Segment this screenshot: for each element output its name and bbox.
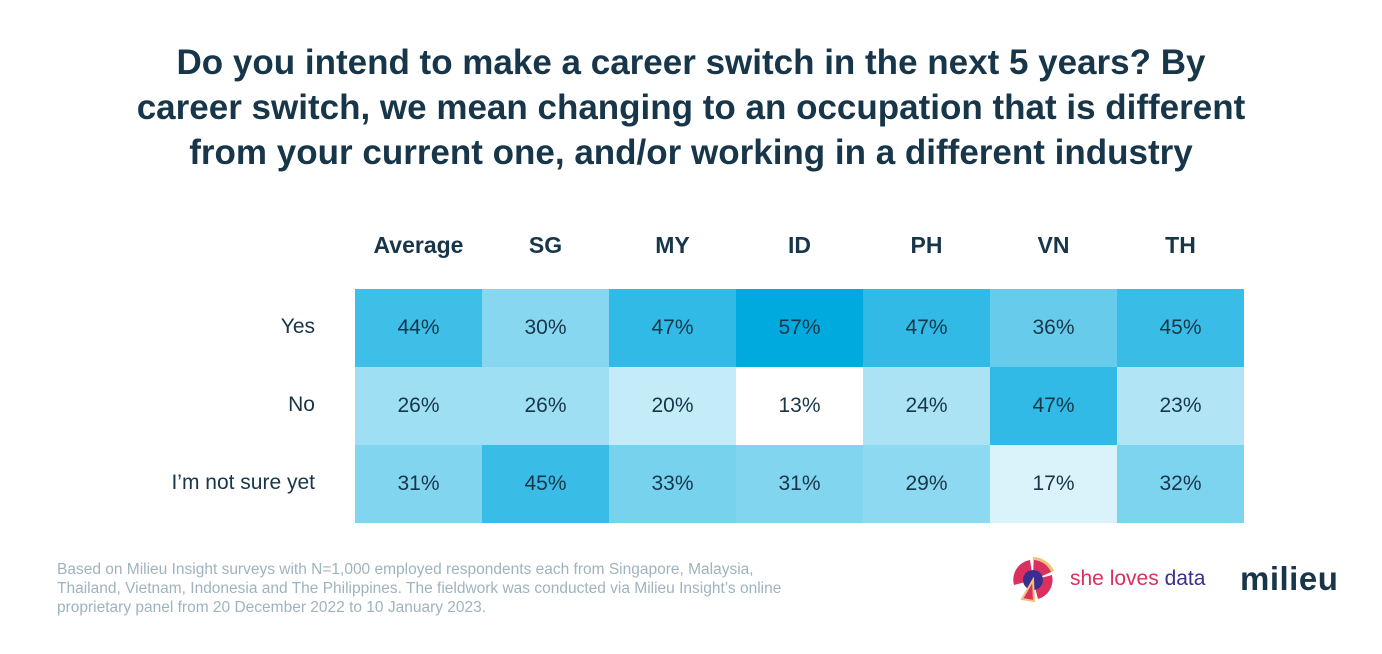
column-header-th: TH — [1165, 232, 1196, 258]
column-header-ph: PH — [910, 232, 943, 258]
heatmap-cell: 44% — [355, 289, 482, 367]
heatmap-cell: 32% — [1117, 445, 1244, 523]
heatmap-cell: 47% — [609, 289, 736, 367]
heatmap-cell: 23% — [1117, 367, 1244, 445]
she-loves-data-logo-icon — [1013, 557, 1054, 603]
column-header-my: MY — [655, 232, 690, 258]
title-line: from your current one, and/or working in… — [189, 133, 1193, 172]
column-header-vn: VN — [1037, 232, 1070, 258]
heatmap-cell: 47% — [990, 367, 1117, 445]
column-header-sg: SG — [528, 232, 563, 258]
heatmap-cell: 47% — [863, 289, 990, 367]
column-header-id: ID — [788, 232, 811, 258]
heatmap-cell: 45% — [482, 445, 609, 523]
heatmap-cell: 20% — [609, 367, 736, 445]
title-line: career switch, we mean changing to an oc… — [136, 88, 1246, 127]
title-line: Do you intend to make a career switch in… — [176, 43, 1206, 82]
footnote-line: Based on Milieu Insight surveys with N=1… — [57, 561, 754, 578]
heatmap-cell: 31% — [355, 445, 482, 523]
she-loves-data-wordmark: she loves data — [1070, 567, 1206, 590]
chart-title: Do you intend to make a career switch in… — [0, 40, 1382, 175]
footnote-line: proprietary panel from 20 December 2022 … — [57, 599, 487, 616]
row-label: I’m not sure yet — [171, 471, 315, 494]
heatmap-cell: 13% — [736, 367, 863, 445]
milieu-logo: milieu — [1240, 560, 1339, 597]
footnote-line: Thailand, Vietnam, Indonesia and The Phi… — [57, 580, 782, 597]
heatmap-cell: 36% — [990, 289, 1117, 367]
heatmap-cell: 24% — [863, 367, 990, 445]
footnote: Based on Milieu Insight surveys with N=1… — [57, 560, 957, 617]
row-label: Yes — [280, 315, 315, 338]
heatmap-cell: 26% — [355, 367, 482, 445]
column-header-average: Average — [373, 232, 464, 258]
heatmap-cell: 26% — [482, 367, 609, 445]
she-loves-data-logo: she loves data — [1008, 555, 1218, 605]
heatmap-cell: 29% — [863, 445, 990, 523]
heatmap-cell: 45% — [1117, 289, 1244, 367]
row-label: No — [288, 393, 315, 416]
heatmap-cell: 33% — [609, 445, 736, 523]
heatmap-cell: 17% — [990, 445, 1117, 523]
heatmap-cell: 30% — [482, 289, 609, 367]
heatmap-cell: 57% — [736, 289, 863, 367]
heatmap-cell: 31% — [736, 445, 863, 523]
